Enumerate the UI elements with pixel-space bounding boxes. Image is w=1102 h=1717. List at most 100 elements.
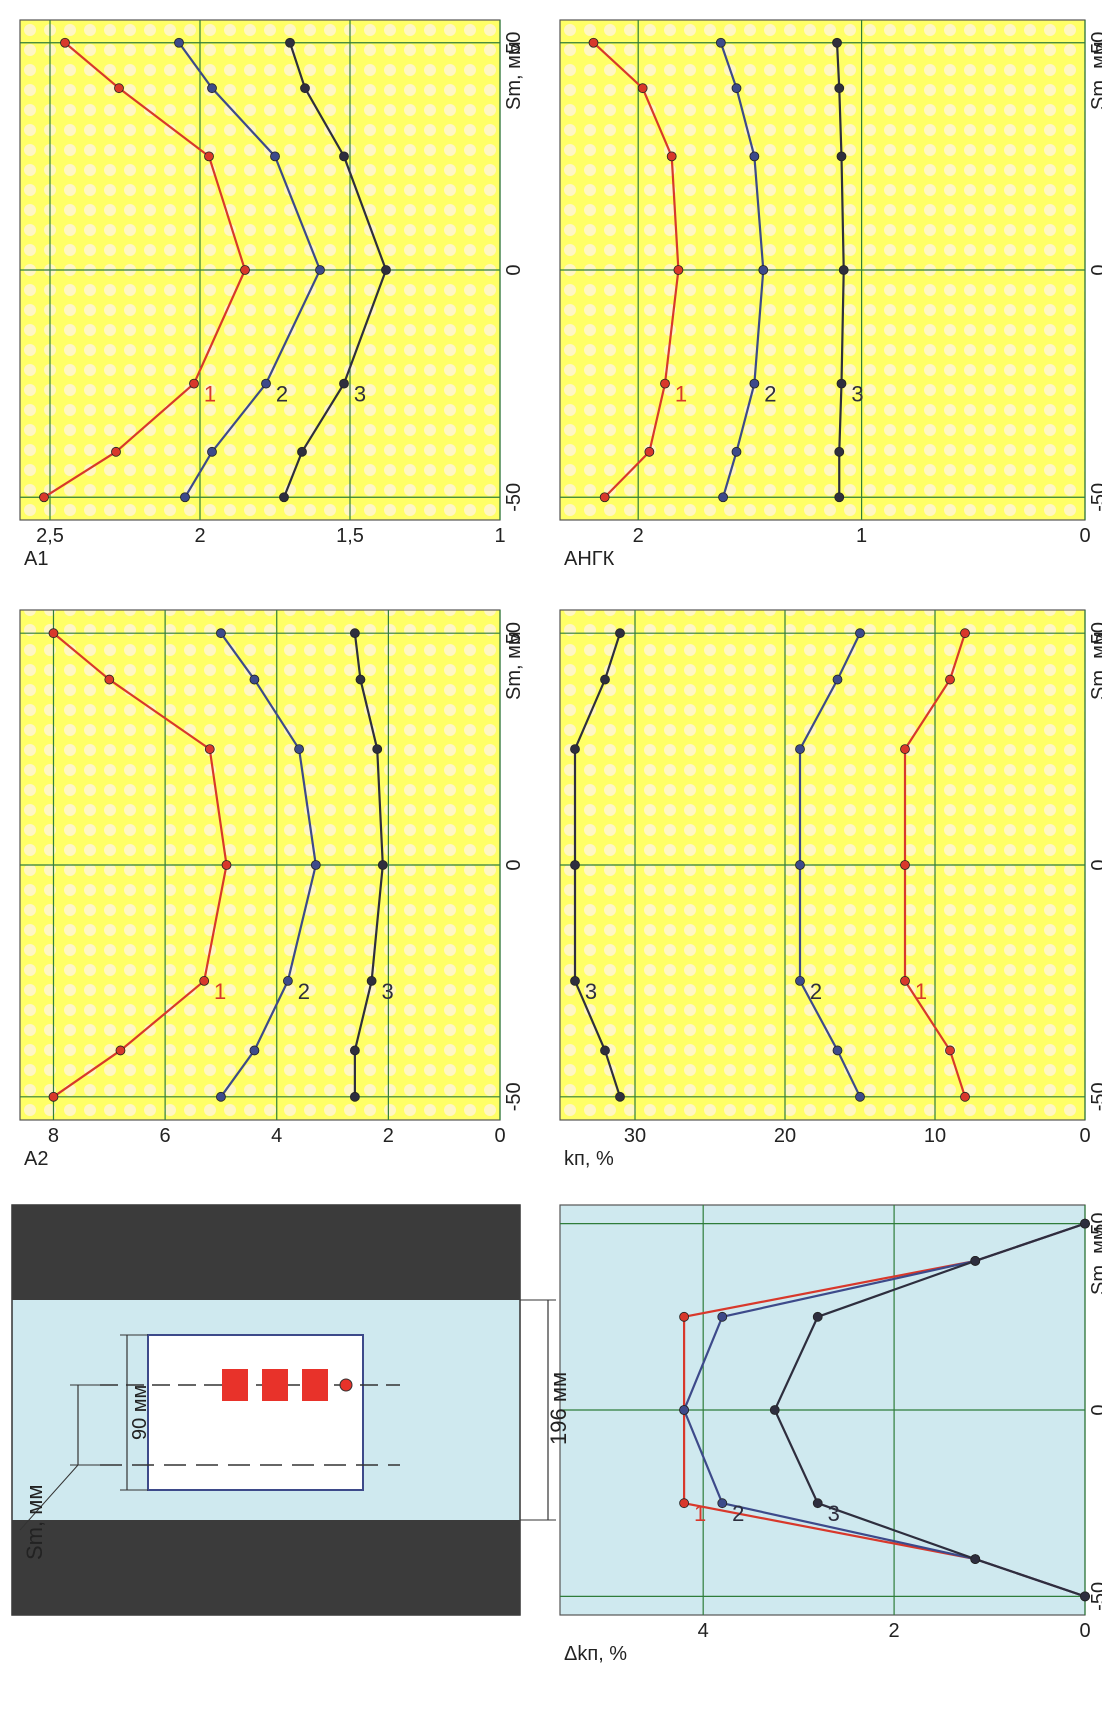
point-A1-3 [300,83,310,94]
tick-val-dkp: 2 [889,1620,900,1642]
point-AHGK-1 [673,265,684,275]
point-A1-3 [279,492,289,503]
point-A1-2 [270,151,280,162]
dim-196-label: 196 мм [546,1372,571,1445]
point-AHGK-1 [666,151,677,162]
tick-sm-AHGK: 0 [1088,264,1102,275]
point-A2-3 [377,860,388,870]
ylabel-AHGK: AНГК [564,548,615,570]
point-AHGK-3 [834,446,845,457]
scheme-panel: 196 мм 90 мм Sm, мм [11,1204,571,1616]
point-A2-2 [249,1045,260,1056]
point-A1-2 [315,265,325,275]
tick-sm-dkp: -50 [1088,1582,1102,1611]
series-label-AHGK-1: 1 [675,382,687,407]
point-A2-2 [283,976,293,986]
point-A2-3 [349,1091,360,1102]
xlabel-dkp: Sm, мм [1088,1226,1102,1295]
ylabel-A1: A1 [24,548,48,570]
point-dkp-3 [970,1256,981,1266]
point-A1-1 [111,446,121,457]
series-label-A2-3: 3 [382,979,394,1004]
point-dkp-3 [1080,1591,1090,1602]
series-label-A2-1: 1 [214,979,226,1004]
chart-kp: -50 0 50 0 10 20 30 kп, % Sm, мм 1 2 3 [559,609,1102,1170]
point-A1-1 [114,83,124,94]
tick-val-A2: 4 [271,1125,282,1147]
point-kp-1 [900,860,910,870]
point-dkp-3 [970,1554,981,1564]
point-A2-2 [294,744,304,754]
point-kp-1 [900,744,910,754]
tick-val-A2: 8 [48,1125,59,1147]
tick-sm-A1: 0 [503,264,525,275]
point-dkp-3 [769,1405,780,1415]
chart-panels: -50 0 50 1 1,5 2 2,5A1 Sm, мм 1 2 3 -50 0 50 0 2 4 6 8A2 Sm… [19,19,1102,1665]
tick-sm-dkp: 0 [1088,1404,1102,1415]
point-kp-3 [600,674,610,685]
point-kp-1 [945,674,955,685]
point-kp-2 [795,744,805,754]
ylabel-dkp: Δkп, % [564,1643,627,1665]
point-A1-1 [189,378,199,389]
series-label-A2-2: 2 [298,979,310,1004]
point-AHGK-3 [838,265,849,275]
tick-sm-kp: -50 [1088,1082,1102,1111]
series-label-kp-3: 3 [585,979,597,1004]
detector-3 [302,1369,328,1401]
tick-val-dkp: 4 [698,1620,709,1642]
point-kp-1 [900,976,910,986]
point-A2-3 [372,744,383,754]
dim-90-label: 90 мм [129,1385,151,1440]
point-A1-2 [207,446,217,457]
tick-val-kp: 0 [1079,1125,1090,1147]
point-A2-1 [48,1091,59,1102]
point-A1-2 [174,37,184,48]
point-AHGK-3 [836,378,847,389]
wall-bottom [12,1520,520,1615]
series-label-A1-1: 1 [204,382,216,407]
point-A1-1 [204,151,214,162]
point-kp-2 [795,860,805,870]
point-AHGK-1 [599,492,610,503]
detector-1 [222,1369,248,1401]
point-AHGK-3 [836,151,847,162]
series-label-kp-2: 2 [810,979,822,1004]
point-dkp-3 [812,1498,823,1509]
point-kp-3 [570,976,580,986]
xlabel-AHGK: Sm, мм [1088,41,1102,110]
xlabel-A1: Sm, мм [503,41,525,110]
source-dot [339,1378,353,1392]
series-label-kp-1: 1 [915,979,927,1004]
point-kp-2 [795,976,805,986]
point-AHGK-1 [644,446,655,457]
point-A1-2 [180,492,190,503]
point-A2-3 [355,674,366,685]
tick-sm-A2: -50 [503,1082,525,1111]
tick-val-AHGK: 1 [856,525,867,547]
point-A1-3 [339,151,349,162]
tick-sm-A1: 50 [503,32,525,54]
point-kp-3 [600,1045,610,1056]
point-kp-1 [960,628,970,639]
point-A2-3 [366,976,377,986]
point-A1-1 [39,492,49,503]
point-AHGK-2 [731,446,742,457]
point-AHGK-3 [834,83,845,94]
point-dkp-2 [717,1311,728,1322]
chart-AHGK: -50 0 50 0 1 2 AНГК Sm, мм 1 2 3 [559,19,1102,570]
point-dkp-2 [717,1498,728,1509]
series-label-dkp-3: 3 [828,1501,840,1526]
point-A2-1 [115,1045,126,1056]
tick-val-A2: 6 [160,1125,171,1147]
series-label-A1-2: 2 [276,382,288,407]
point-A1-3 [285,37,295,48]
point-kp-2 [832,1045,843,1056]
tick-sm-A1: -50 [503,483,525,512]
point-A1-1 [60,37,70,48]
point-AHGK-2 [758,265,769,275]
tick-sm-dkp: 50 [1088,1213,1102,1235]
tick-val-A1: 2 [194,525,205,547]
wall-top [12,1205,520,1300]
xlabel-A2: Sm, мм [503,631,525,700]
